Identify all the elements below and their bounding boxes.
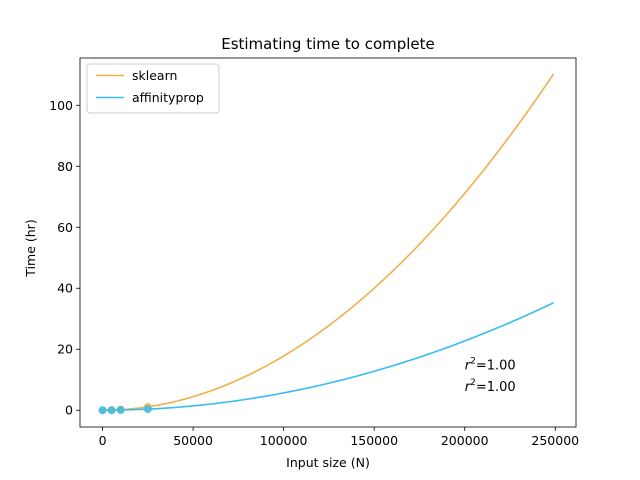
series-line-sklearn — [102, 73, 555, 412]
x-tick-label: 50000 — [173, 433, 213, 448]
y-tick-label: 80 — [57, 159, 73, 174]
y-tick-label: 20 — [57, 342, 73, 357]
x-tick-label: 0 — [99, 433, 107, 448]
data-point-affinityprop-1 — [107, 406, 116, 415]
x-tick-label: 100000 — [260, 433, 308, 448]
y-tick-label: 0 — [65, 403, 73, 418]
data-point-affinityprop-0 — [98, 406, 107, 415]
data-point-affinityprop-3 — [143, 405, 152, 414]
axes-frame — [79, 57, 577, 428]
x-tick-label: 200000 — [441, 433, 489, 448]
legend: sklearn affinityprop — [86, 63, 220, 114]
x-axis-label: Input size (N) — [286, 455, 370, 470]
legend-label-affinityprop: affinityprop — [132, 90, 204, 105]
r-squared-annotation-1: r2=1.00 — [465, 378, 516, 395]
legend-label-sklearn: sklearn — [132, 68, 177, 83]
y-tick-label: 60 — [57, 220, 73, 235]
y-axis-label: Time (hr) — [23, 219, 38, 277]
series-line-affinityprop — [102, 302, 554, 412]
data-point-affinityprop-2 — [116, 406, 125, 415]
axes-border — [79, 57, 577, 428]
y-tick-label: 100 — [49, 98, 73, 113]
chart-title: Estimating time to complete — [221, 35, 435, 53]
annotations: r2=1.00 r2=1.00 — [465, 356, 516, 394]
plot-area — [98, 73, 555, 415]
x-axis: 0 50000 100000 150000 200000 250000 — [99, 427, 579, 448]
y-tick-label: 40 — [57, 281, 73, 296]
y-axis: 0 20 40 60 80 100 — [49, 98, 80, 418]
x-tick-label: 250000 — [531, 433, 579, 448]
x-tick-label: 150000 — [350, 433, 398, 448]
r-squared-annotation-0: r2=1.00 — [465, 356, 516, 373]
